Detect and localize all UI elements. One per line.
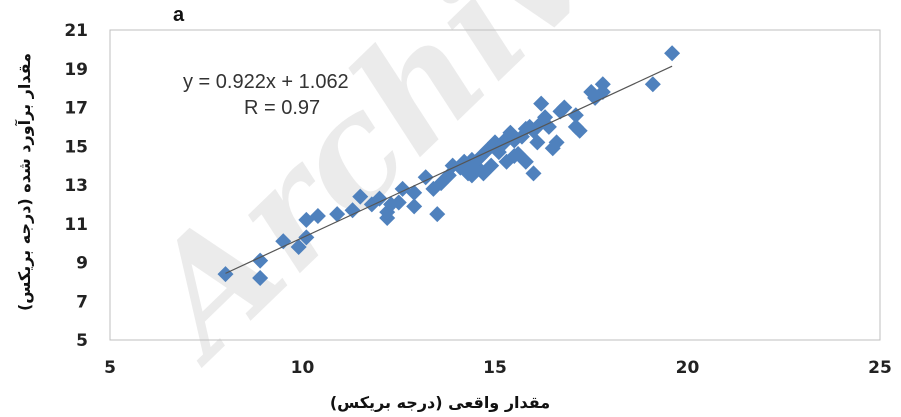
y-tick-label: 9 [76, 254, 88, 274]
y-tick-label: 21 [64, 21, 88, 41]
data-point [540, 118, 557, 135]
y-tick-label: 19 [64, 60, 88, 80]
plot-frame [109, 29, 881, 341]
data-point [533, 95, 550, 112]
data-point [567, 107, 584, 124]
data-point [517, 153, 534, 170]
data-point [406, 184, 423, 201]
y-tick-label: 13 [64, 176, 88, 196]
data-point [664, 45, 681, 62]
correlation-label: R = 0.97 [244, 97, 320, 119]
data-point [371, 190, 388, 207]
data-point [406, 198, 423, 215]
x-tick-label: 15 [483, 358, 507, 378]
panel-label: a [173, 4, 185, 26]
x-tick-label: 10 [291, 358, 315, 378]
y-axis: 5 7 9 11 13 15 17 19 21 [64, 21, 88, 351]
trendline [225, 65, 673, 274]
regression-equation: y = 0.922x + 1.062 [183, 71, 349, 93]
y-tick-label: 11 [64, 215, 88, 235]
data-point [417, 169, 434, 186]
data-point [644, 76, 661, 93]
data-point [529, 134, 546, 151]
data-point [298, 229, 315, 246]
x-tick-label: 25 [868, 358, 892, 378]
watermark: Archive of SID [104, 0, 901, 394]
x-axis-title: مقدار واقعی (درجه بریکس) [330, 393, 550, 412]
data-point [352, 188, 369, 205]
data-point [344, 202, 361, 219]
y-tick-label: 7 [76, 292, 88, 312]
data-point [252, 270, 269, 286]
data-point [252, 252, 269, 269]
data-point [309, 208, 326, 224]
x-tick-label: 20 [676, 358, 700, 378]
x-axis: 5 10 15 20 25 [104, 358, 892, 378]
data-point [390, 194, 407, 211]
data-point [483, 157, 500, 174]
y-axis-title: مقدار برآورد شده (درجه بریکس) [14, 53, 34, 311]
y-tick-label: 17 [64, 99, 88, 119]
x-tick-label: 5 [104, 358, 116, 378]
watermark-text: Archive of SID [104, 0, 901, 394]
data-point [556, 99, 573, 116]
data-point [571, 122, 588, 139]
data-point [429, 206, 446, 223]
data-point [548, 134, 565, 151]
data-point [329, 206, 346, 223]
data-points [217, 45, 681, 286]
data-point [502, 124, 519, 141]
y-tick-label: 15 [64, 137, 88, 157]
data-point [525, 165, 542, 182]
data-point [290, 239, 307, 255]
y-tick-label: 5 [76, 331, 88, 351]
data-point [217, 266, 234, 283]
